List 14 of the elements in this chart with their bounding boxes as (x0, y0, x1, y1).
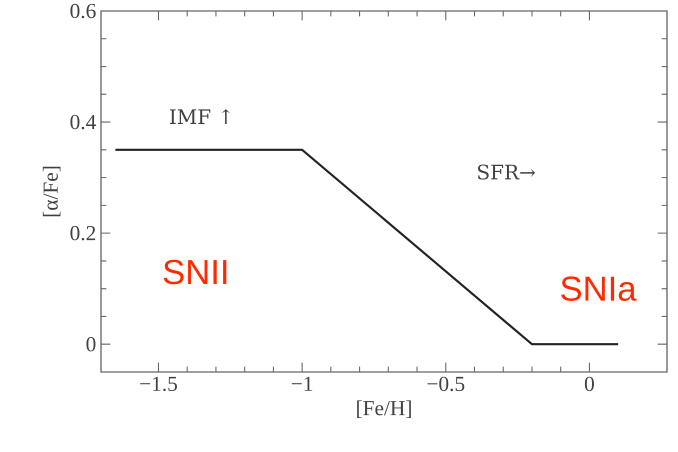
annotation: SNII (164, 260, 226, 284)
x-tick-label: −0.5 (427, 376, 464, 392)
y-tick-label: 0 (86, 337, 96, 352)
x-tick-label: −1 (292, 376, 312, 391)
y-axis-title: [α/Fe] (42, 166, 60, 216)
annotation: SNIa (561, 276, 637, 301)
annotation: IMF ↑ (170, 109, 230, 124)
y-tick-label: 0.4 (70, 114, 96, 130)
x-axis-title: [Fe/H] (357, 400, 411, 418)
annotation: SFR→ (478, 164, 536, 180)
x-tick-label: 0 (584, 376, 594, 392)
y-tick-label: 0.2 (70, 226, 96, 240)
y-tick-label: 0.6 (70, 4, 96, 18)
x-tick-label: −1.5 (140, 376, 177, 392)
